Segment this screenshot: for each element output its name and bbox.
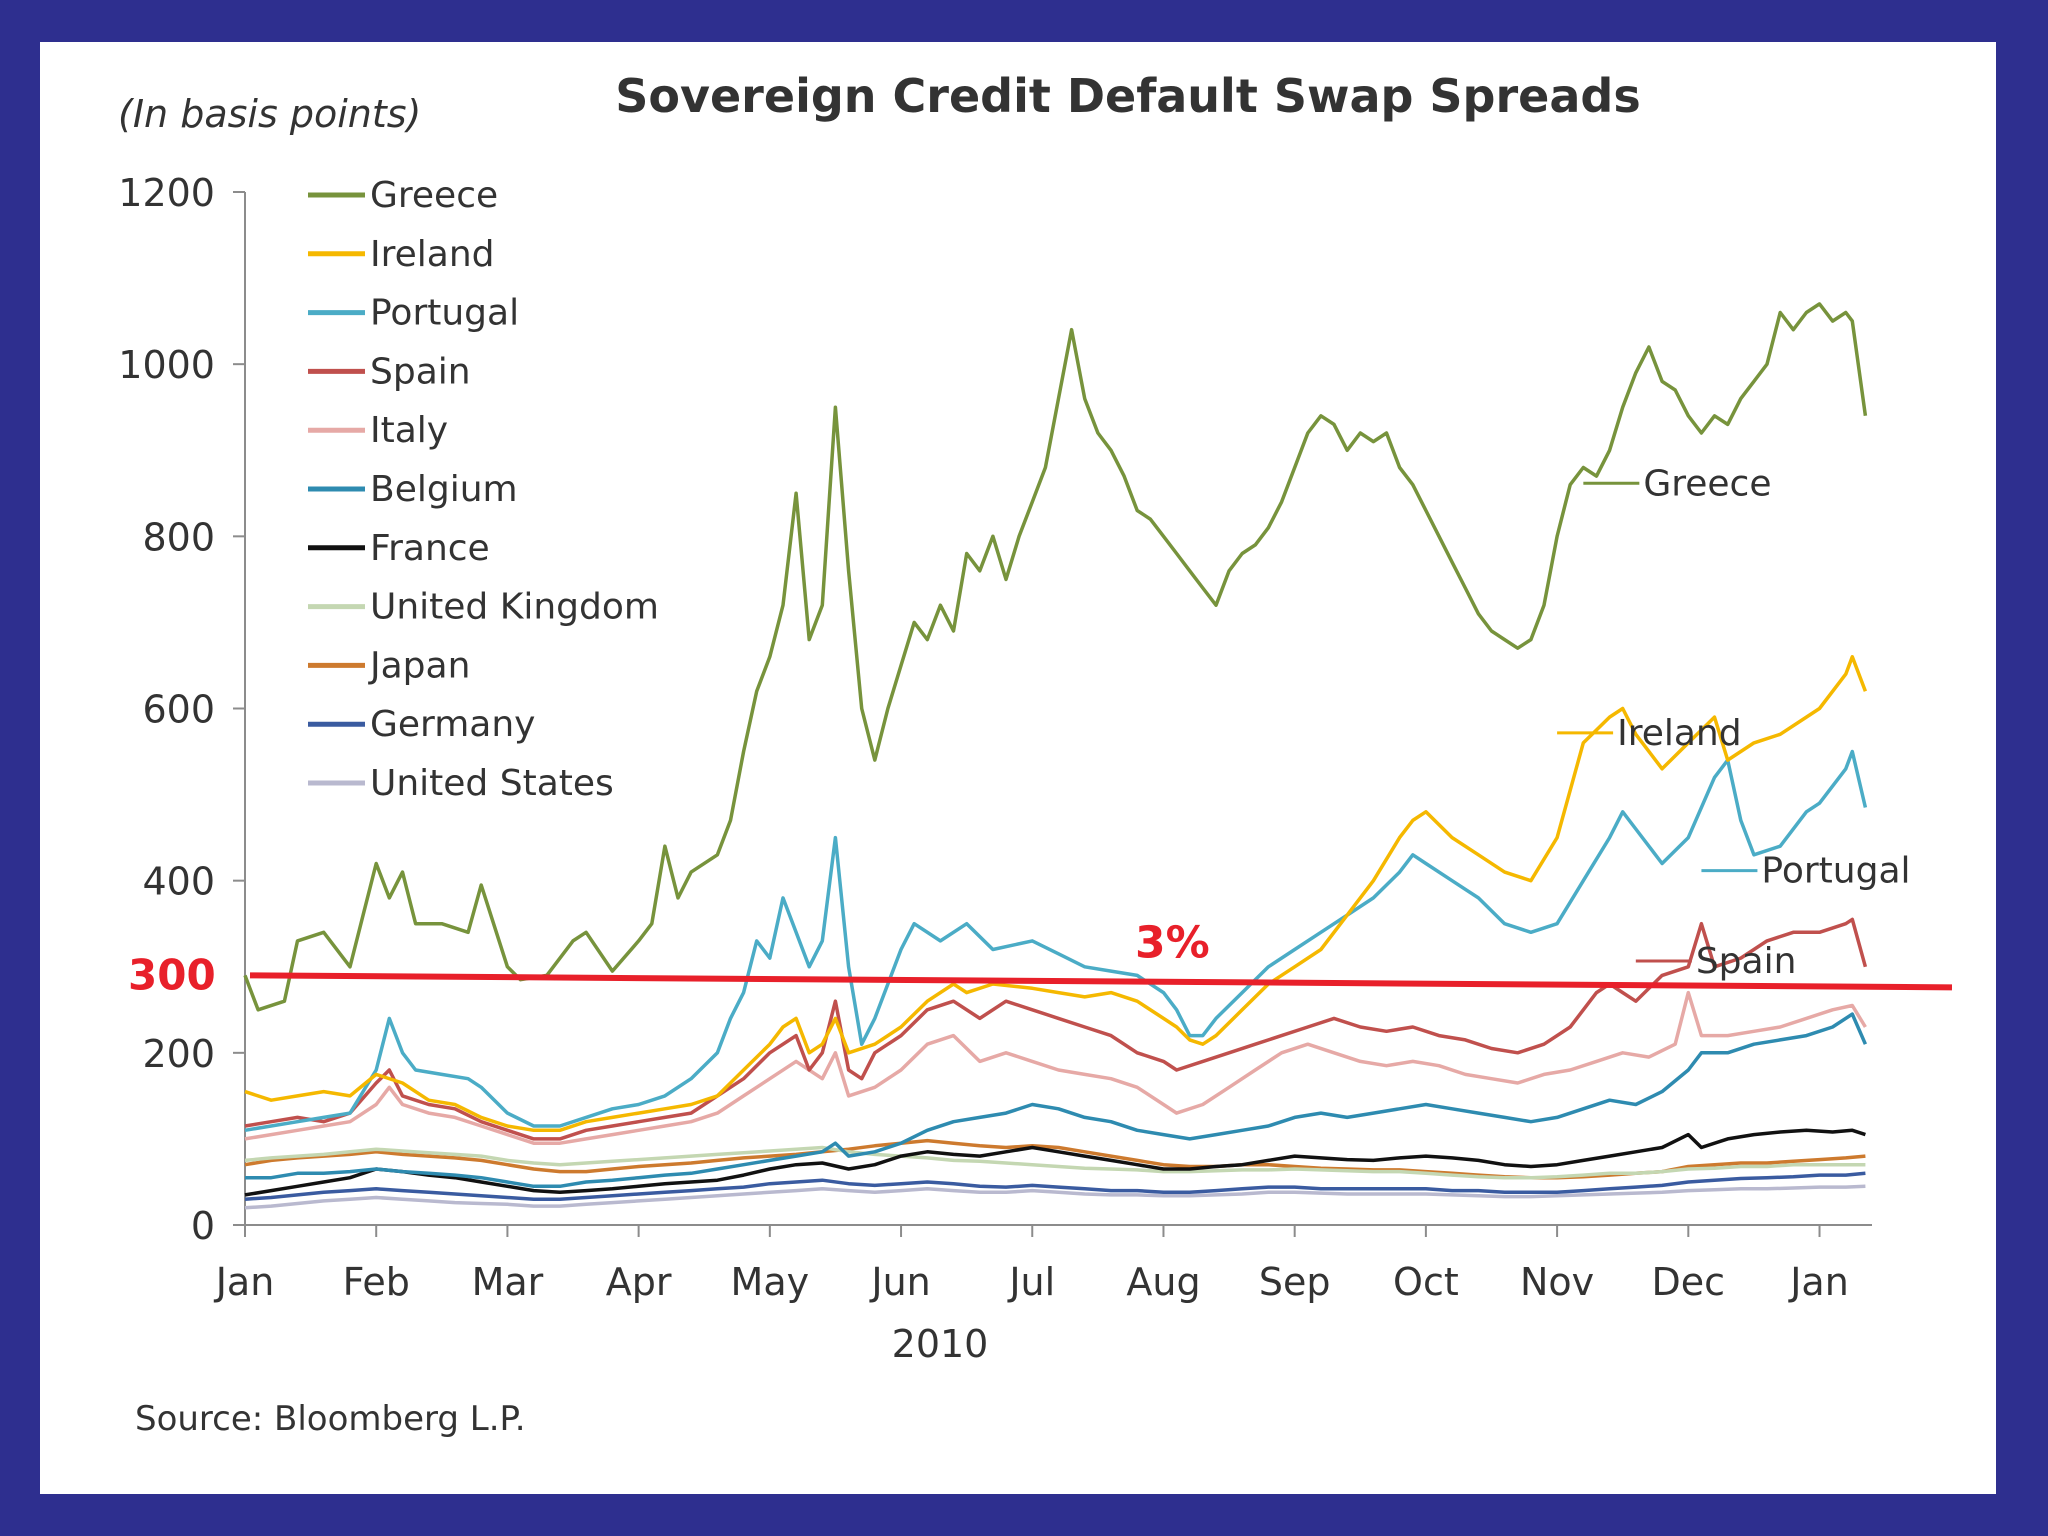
x-tick-label: Jun xyxy=(869,1260,930,1304)
x-tick-label: Mar xyxy=(472,1260,544,1304)
legend-label: Belgium xyxy=(370,469,518,510)
x-tick-label: Aug xyxy=(1126,1260,1200,1304)
y-tick-label: 1200 xyxy=(118,171,215,215)
series-line-italy xyxy=(244,990,1867,1145)
x-tick-label: Jan xyxy=(1788,1260,1849,1304)
y-tick-label: 800 xyxy=(142,515,215,559)
series-line-spain xyxy=(244,917,1868,1141)
series-line-greece xyxy=(243,302,1868,1012)
reference-line-layer: 300 3% xyxy=(128,917,1953,999)
series-line-belgium xyxy=(245,1012,1868,1189)
x-tick-label: Oct xyxy=(1393,1260,1459,1304)
legend-label: United Kingdom xyxy=(370,587,659,628)
annotation-label: Portugal xyxy=(1761,851,1910,892)
legend-label: Japan xyxy=(368,645,470,686)
legend: Greece Ireland Portugal Spain Italy Belgium Fr… xyxy=(308,175,659,804)
series-annotations: Greece Ireland Portugal Spain xyxy=(1557,463,1911,982)
x-tick-label: Jul xyxy=(1007,1260,1055,1304)
y-tick-label: 400 xyxy=(142,860,215,904)
series-line-united-states xyxy=(244,1184,1866,1210)
line-chart: (In basis points) Sovereign Credit Defau… xyxy=(118,69,1953,1439)
x-tick-label: Apr xyxy=(606,1260,672,1304)
x-tick-label: Dec xyxy=(1652,1260,1726,1304)
chart-frame: (In basis points) Sovereign Credit Defau… xyxy=(40,42,1996,1494)
y-tick-label: 1000 xyxy=(118,343,215,387)
x-tick-label: Nov xyxy=(1520,1260,1594,1304)
reference-line-300 xyxy=(249,972,1953,991)
series-line-ireland xyxy=(244,655,1868,1133)
legend-label: France xyxy=(370,528,490,569)
series-line-germany xyxy=(244,1171,1866,1201)
annotation-label: Greece xyxy=(1643,463,1771,504)
reference-line-percent-label: 3% xyxy=(1135,917,1210,968)
legend-label: Germany xyxy=(370,704,535,745)
legend-label: Spain xyxy=(370,351,471,392)
legend-label: Greece xyxy=(370,175,498,216)
source-note: Source: Bloomberg L.P. xyxy=(135,1399,526,1439)
series-line-united-kingdom xyxy=(244,1145,1866,1180)
series-layer xyxy=(243,302,1868,1210)
y-tick-label: 0 xyxy=(191,1204,215,1248)
y-tick-label: 200 xyxy=(142,1032,215,1076)
series-line-japan xyxy=(244,1138,1866,1180)
legend-label: United States xyxy=(370,763,614,804)
x-tick-label: Feb xyxy=(343,1260,410,1304)
annotation-label: Ireland xyxy=(1617,713,1742,754)
legend-label: Italy xyxy=(370,410,448,451)
series-line-france xyxy=(244,1128,1866,1197)
x-tick-label: May xyxy=(731,1260,810,1304)
annotation-label: Spain xyxy=(1696,941,1797,982)
x-tick-label: Sep xyxy=(1259,1260,1331,1304)
chart-title: Sovereign Credit Default Swap Spreads xyxy=(615,69,1640,123)
units-label: (In basis points) xyxy=(118,92,421,136)
series-line-portugal xyxy=(244,749,1868,1133)
y-tick-label: 600 xyxy=(142,688,215,732)
x-tick-label: Jan xyxy=(214,1260,275,1304)
legend-label: Ireland xyxy=(370,234,495,275)
reference-line-value-label: 300 xyxy=(128,950,216,999)
x-axis-label: 2010 xyxy=(892,1322,989,1366)
axes: 0 200 400 600 800 1000 1200 Jan Feb Mar Apr May Jun J… xyxy=(118,171,1872,1304)
legend-label: Portugal xyxy=(370,293,519,334)
